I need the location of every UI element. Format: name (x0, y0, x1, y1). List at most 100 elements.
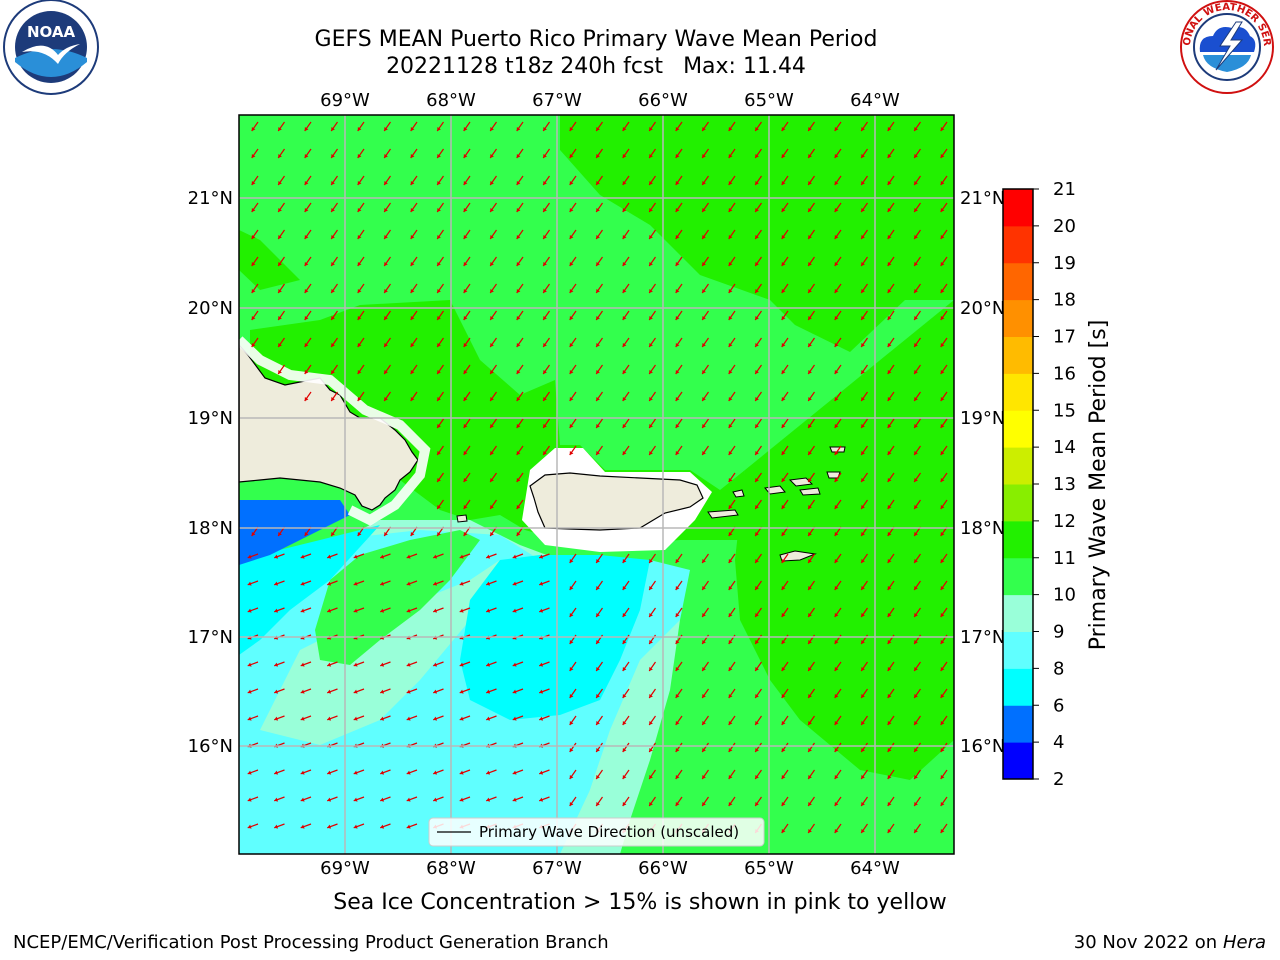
wave-arrow-head (304, 343, 309, 347)
wave-arrow-head (834, 370, 839, 374)
wave-arrow-head (834, 316, 839, 320)
wave-arrow-head (649, 802, 653, 806)
wave-arrow-head (596, 613, 600, 617)
wave-arrow-head (702, 262, 706, 266)
wave-arrow-head (755, 505, 759, 509)
wave-arrow-head (781, 127, 786, 131)
wave-arrow-head (622, 640, 627, 644)
wave-arrow-head (357, 235, 362, 239)
wave-arrow-head (327, 824, 332, 829)
wave-arrow-head (543, 424, 547, 428)
wave-arrow-head (410, 154, 415, 158)
wave-arrow-head (327, 581, 332, 586)
wave-arrow-head (622, 154, 627, 158)
wave-arrow-head (728, 640, 733, 644)
lon-labels-bottom: 69°W 68°W 67°W 66°W 65°W 64°W (320, 858, 900, 879)
wave-arrow-head (702, 343, 706, 347)
wave-arrow-head (781, 802, 786, 806)
wave-arrow-head (675, 208, 680, 212)
wave-arrow-head (278, 370, 282, 374)
wave-arrow-head (675, 667, 680, 671)
wave-arrow-head (940, 289, 945, 293)
lat-labels-left: 21°N 20°N 19°N 18°N 17°N 16°N (188, 188, 233, 757)
wave-arrow-head (675, 775, 680, 779)
wave-arrow-head (914, 208, 918, 212)
wave-arrow-head (410, 235, 415, 239)
wave-arrow-head (463, 505, 468, 509)
wave-arrow-head (274, 716, 279, 721)
wave-arrow-head (274, 608, 279, 613)
wave-arrow-head (516, 127, 521, 131)
wave-arrow-head (569, 262, 574, 266)
wave-arrow-head (755, 667, 759, 671)
wave-arrow-head (940, 829, 945, 833)
wave-arrow-head (433, 770, 438, 775)
lat-label: 21°N (188, 188, 233, 209)
wave-arrow-head (728, 127, 733, 131)
wave-arrow-head (887, 775, 892, 779)
wave-arrow-head (887, 127, 892, 131)
wave-arrow-head (940, 235, 945, 239)
st-croix (779, 550, 817, 562)
wave-arrow-head (781, 316, 786, 320)
wave-arrow-head (304, 181, 309, 185)
wave-arrow-head (486, 716, 491, 721)
footer-credit: NCEP/EMC/Verification Post Processing Pr… (13, 932, 609, 953)
wave-arrow-head (622, 316, 627, 320)
wave-arrow-head (569, 748, 574, 752)
wave-arrow-head (490, 397, 494, 401)
wave-arrow-head (861, 640, 865, 644)
chart-subtitle: 20221128 t18z 240h fcst Max: 11.44 (0, 54, 1192, 80)
wave-arrow-head (808, 721, 812, 725)
wave-arrow-head (486, 689, 491, 694)
wave-arrow-head (914, 154, 918, 158)
wave-arrow-head (516, 397, 521, 401)
wave-arrow-head (861, 451, 865, 455)
wave-arrow-head (781, 613, 786, 617)
wave-arrow-head (463, 532, 468, 536)
wave-arrow-head (675, 289, 680, 293)
wave-arrow-head (384, 532, 388, 536)
wave-arrow-head (596, 397, 600, 401)
colorbar-segment (1003, 225, 1033, 264)
wave-arrow-head (569, 451, 574, 455)
wave-arrow-head (702, 775, 706, 779)
wave-arrow-head (384, 181, 388, 185)
wave-arrow-head (808, 424, 812, 428)
colorbar-tick-label: 15 (1053, 400, 1076, 421)
wave-arrow-head (490, 235, 494, 239)
wave-arrow-head (490, 181, 494, 185)
wave-arrow-head (675, 721, 680, 725)
wave-arrow-head (622, 748, 627, 752)
wave-arrow-head (463, 262, 468, 266)
wave-arrow-head (274, 797, 279, 802)
wave-arrow-head (834, 208, 839, 212)
wave-arrow-head (781, 640, 786, 644)
wave-arrow-head (406, 662, 411, 667)
wave-arrow-head (861, 370, 865, 374)
period-field-9-10-streak (260, 560, 500, 745)
wave-arrow-head (406, 824, 411, 829)
wave-arrow-head (622, 586, 627, 590)
wave-arrow-head (357, 208, 362, 212)
wave-arrow-head (808, 532, 812, 536)
wave-arrow-head (808, 451, 812, 455)
wave-arrow-head (728, 181, 733, 185)
wave-arrow-head (596, 775, 600, 779)
wave-arrow-head (649, 262, 653, 266)
colorbar-segment (1003, 742, 1033, 780)
chart-title: GEFS MEAN Puerto Rico Primary Wave Mean … (314, 27, 878, 52)
wave-arrow-head (887, 694, 892, 698)
wave-arrow-head (808, 775, 812, 779)
sea-ice-caption: Sea Ice Concentration > 15% is shown in … (333, 890, 947, 915)
wave-arrow-head (331, 235, 335, 239)
wave-arrow-head (331, 370, 335, 374)
wave-arrow-head (781, 397, 786, 401)
wave-arrow-head (675, 154, 680, 158)
wave-arrow-head (755, 208, 759, 212)
wave-arrow-head (755, 424, 759, 428)
wave-arrow-head (914, 748, 918, 752)
wave-arrow-head (675, 370, 680, 374)
wave-arrow-head (887, 370, 892, 374)
wave-arrow-head (278, 235, 282, 239)
